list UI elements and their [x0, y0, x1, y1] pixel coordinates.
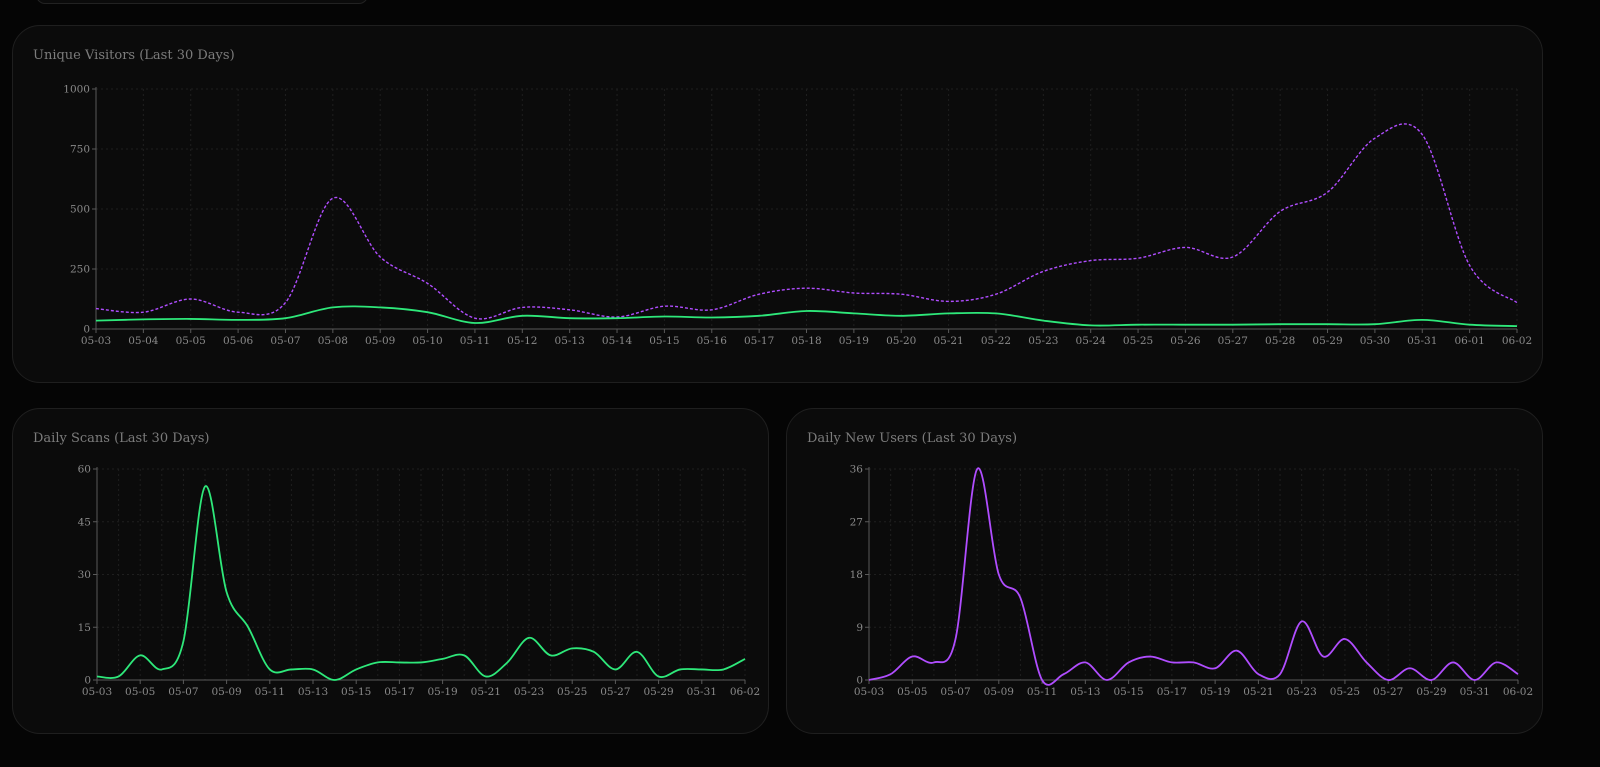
scans-x-tick-label: 05-31	[687, 686, 717, 698]
visitors-x-tick-label: 05-31	[1407, 335, 1437, 347]
newusers-chart: 0 9 18 27 36 05-03 05-05 05-07 05-09 05-11 05-13 05…	[850, 464, 1534, 699]
visitors-x-tick-label: 05-21	[933, 335, 963, 347]
scans-x-tick-label: 05-19	[427, 686, 457, 698]
newusers-y-tick-label: 0	[856, 675, 863, 687]
newusers-x-tick-label: 05-11	[1027, 686, 1057, 698]
newusers-series-line-0	[868, 467, 1519, 686]
newusers-x-tick-label: 05-13	[1070, 686, 1100, 698]
visitors-x-tick-label: 05-10	[412, 335, 442, 347]
visitors-x-tick-label: 05-17	[744, 335, 774, 347]
visitors-x-tick-label: 05-07	[270, 335, 300, 347]
scans-series-line-0	[96, 485, 746, 681]
newusers-x-tick-label: 05-17	[1157, 686, 1187, 698]
visitors-x-tick-label: 05-11	[460, 335, 490, 347]
visitors-x-tick-label: 06-02	[1502, 335, 1532, 347]
scans-y-tick-label: 60	[78, 464, 91, 476]
newusers-x-tick-label: 05-29	[1416, 686, 1446, 698]
scans-x-tick-label: 05-25	[557, 686, 587, 698]
visitors-chart: 0 250 500 750 1000 05-03 05-04 05-05 05-06 05-07 0…	[63, 84, 1532, 348]
scans-chart: 0 15 30 45 60 05-03 05-05 05-07 05-09 05-11 05-13 0…	[78, 464, 761, 699]
scans-y-tick-label: 30	[78, 569, 91, 581]
scans-x-tick-label: 05-09	[211, 686, 241, 698]
scans-x-tick-label: 05-13	[298, 686, 328, 698]
visitors-series-line-1	[95, 305, 1518, 328]
scans-x-tick-label: 05-27	[600, 686, 630, 698]
visitors-x-tick-label: 05-18	[791, 335, 821, 347]
scans-x-tick-label: 05-15	[341, 686, 371, 698]
scans-x-tick-label: 05-03	[82, 686, 112, 698]
scans-grid	[96, 468, 746, 681]
visitors-x-tick-label: 05-12	[507, 335, 537, 347]
visitors-x-tick-label: 05-30	[1360, 335, 1390, 347]
newusers-x-tick-label: 05-23	[1287, 686, 1317, 698]
scans-x-tick-label: 06-02	[730, 686, 760, 698]
newusers-chart-title: Daily New Users (Last 30 Days)	[807, 431, 1018, 446]
visitors-x-tick-label: 05-26	[1170, 335, 1201, 347]
visitors-y-tick-label: 0	[83, 324, 90, 336]
visitors-x-tick-label: 06-01	[1454, 335, 1484, 347]
visitors-x-tick-label: 05-24	[1076, 335, 1107, 347]
visitors-x-tick-label: 05-05	[176, 335, 206, 347]
visitors-x-tick-label: 05-16	[697, 335, 728, 347]
visitors-x-tick-label: 05-20	[886, 335, 916, 347]
visitors-chart-title: Unique Visitors (Last 30 Days)	[33, 48, 235, 63]
newusers-x-tick-label: 05-21	[1243, 686, 1273, 698]
newusers-x-tick-label: 05-31	[1460, 686, 1490, 698]
visitors-series-line-0	[95, 123, 1518, 320]
newusers-x-tick-label: 05-09	[984, 686, 1014, 698]
scans-x-tick-label: 05-17	[384, 686, 414, 698]
scans-x-tick-label: 05-11	[255, 686, 285, 698]
newusers-x-tick-label: 05-25	[1330, 686, 1360, 698]
scans-x-tick-label: 05-05	[125, 686, 155, 698]
visitors-x-tick-label: 05-13	[555, 335, 585, 347]
newusers-x-tick-label: 05-19	[1200, 686, 1230, 698]
newusers-x-tick-label: 05-15	[1113, 686, 1143, 698]
visitors-x-tick-label: 05-29	[1312, 335, 1342, 347]
newusers-x-tick-label: 05-07	[940, 686, 970, 698]
scans-x-tick-label: 05-29	[643, 686, 673, 698]
visitors-x-tick-label: 05-09	[365, 335, 395, 347]
scans-y-tick-label: 0	[84, 675, 91, 687]
newusers-y-tick-label: 27	[850, 516, 863, 528]
top-bar-fragment	[36, 0, 368, 4]
scans-x-tick-label: 05-07	[168, 686, 198, 698]
visitors-chart-card: Unique Visitors (Last 30 Days) 0 250 500 75…	[12, 25, 1543, 383]
scans-y-tick-label: 15	[78, 622, 91, 634]
visitors-y-tick-label: 250	[70, 264, 90, 276]
visitors-x-tick-label: 05-15	[649, 335, 679, 347]
scans-chart-card: Daily Scans (Last 30 Days) 0 15 30 45 60 05-0…	[12, 408, 769, 734]
newusers-x-tick-label: 05-05	[897, 686, 927, 698]
visitors-grid	[95, 88, 1518, 330]
scans-x-tick-label: 05-23	[514, 686, 544, 698]
visitors-x-tick-label: 05-23	[1028, 335, 1058, 347]
visitors-x-tick-label: 05-19	[839, 335, 869, 347]
newusers-x-tick-label: 05-03	[854, 686, 884, 698]
newusers-y-tick-label: 18	[850, 569, 863, 581]
visitors-x-tick-label: 05-25	[1123, 335, 1153, 347]
visitors-x-tick-label: 05-06	[223, 335, 254, 347]
newusers-chart-card: Daily New Users (Last 30 Days) 0 9 18 27 36 0…	[786, 408, 1543, 734]
visitors-x-tick-label: 05-08	[318, 335, 348, 347]
visitors-x-tick-label: 05-04	[128, 335, 159, 347]
newusers-y-tick-label: 9	[856, 622, 863, 634]
scans-y-tick-label: 45	[78, 516, 91, 528]
scans-x-tick-label: 05-21	[471, 686, 501, 698]
visitors-x-tick-label: 05-22	[981, 335, 1011, 347]
visitors-y-tick-label: 1000	[63, 84, 90, 96]
scans-chart-title: Daily Scans (Last 30 Days)	[33, 431, 210, 446]
newusers-grid	[868, 468, 1519, 681]
newusers-x-tick-label: 05-27	[1373, 686, 1403, 698]
newusers-x-tick-label: 06-02	[1503, 686, 1533, 698]
visitors-y-tick-label: 500	[70, 204, 90, 216]
visitors-x-tick-label: 05-27	[1218, 335, 1248, 347]
visitors-y-tick-label: 750	[70, 144, 90, 156]
visitors-x-tick-label: 05-14	[602, 335, 633, 347]
visitors-x-tick-label: 05-03	[81, 335, 111, 347]
visitors-x-tick-label: 05-28	[1265, 335, 1295, 347]
newusers-y-tick-label: 36	[850, 464, 864, 476]
